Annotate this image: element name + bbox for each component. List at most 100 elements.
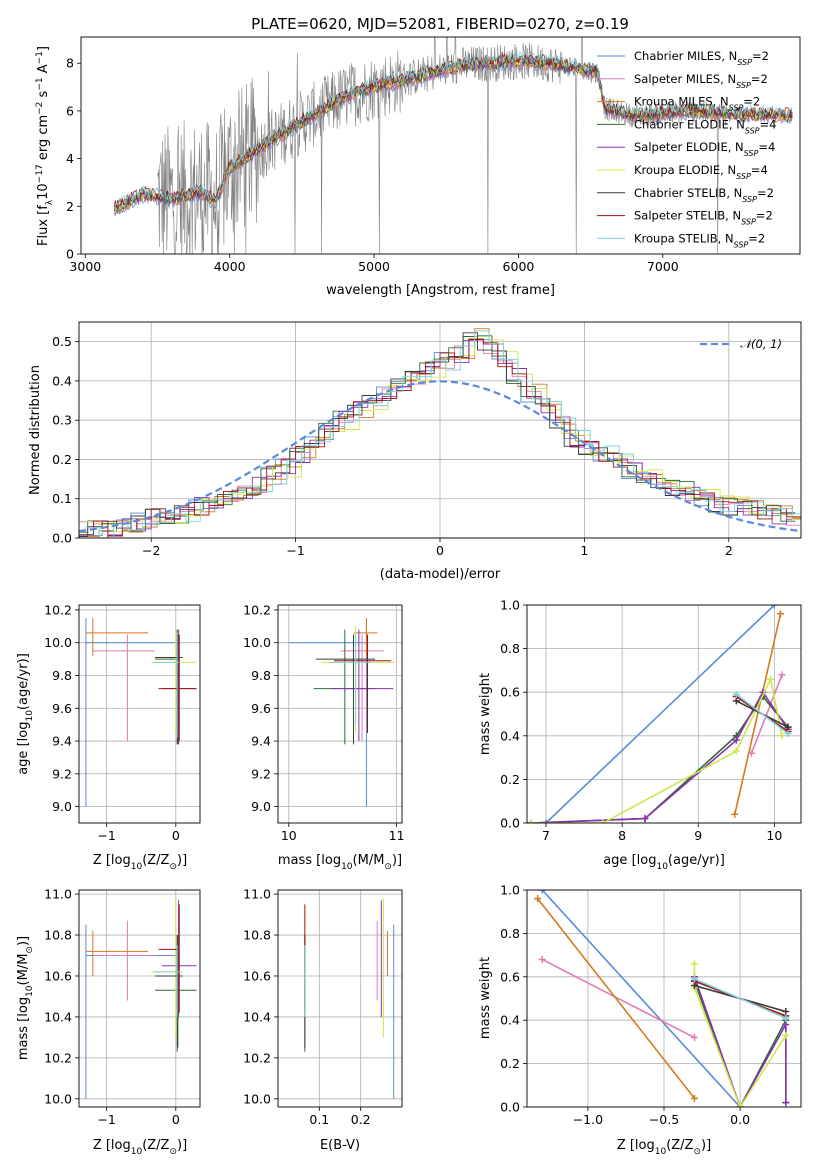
- label-part: )]: [701, 1138, 711, 1153]
- label-part: ⊙: [25, 946, 35, 954]
- y-tick-label: 0.4: [52, 373, 72, 388]
- label-part: 2: [767, 186, 774, 200]
- label-part: 10: [655, 1147, 667, 1157]
- y-tick-label: 0: [66, 247, 74, 262]
- y-tick-label: 0.2: [500, 1056, 520, 1071]
- label-part: 4: [769, 117, 776, 131]
- axes-frame: [78, 604, 201, 824]
- axes-frame: [80, 36, 801, 255]
- weight-line: [530, 690, 789, 823]
- y-tick-label: 0.2: [52, 452, 72, 467]
- legend-label: Chabrier ELODIE, NSSP=4: [634, 117, 776, 135]
- legend-label: 𝒩(0, 1): [740, 337, 782, 351]
- legend-label: Salpeter MILES, NSSP=2: [634, 72, 768, 90]
- label-part: A: [36, 64, 51, 77]
- y-tick-label: 11.0: [243, 887, 271, 902]
- weight-point: [731, 810, 739, 818]
- label-part: Z [log: [617, 1138, 655, 1153]
- y-tick-label: 9.8: [52, 668, 72, 683]
- label-part: (M/M: [16, 954, 31, 986]
- legend-label: Chabrier STELIB, NSSP=2: [634, 186, 774, 204]
- weight-point: [534, 895, 542, 903]
- x-tick-label: −1: [97, 1112, 115, 1127]
- label-part: Kroupa MILES: [634, 95, 713, 109]
- label-part: (Z/Z: [142, 853, 169, 868]
- weight-point: [599, 819, 607, 823]
- weight-point: [767, 675, 775, 683]
- weight-point: [782, 1014, 790, 1022]
- x-tick-label: −1: [286, 543, 304, 558]
- y-axis-label: mass weight: [478, 957, 493, 1039]
- plot-area: [85, 898, 197, 1099]
- axes-frame: [277, 604, 403, 824]
- plot-area: [85, 618, 197, 807]
- y-tick-label: 0.6: [500, 685, 520, 700]
- label-part: )]: [177, 853, 187, 868]
- label-part: ]: [36, 46, 51, 51]
- model-spectrum-line: [113, 52, 793, 209]
- weight-point: [732, 747, 740, 755]
- label-part: N: [727, 72, 736, 86]
- weight-point: [542, 819, 550, 823]
- x-axis-label: Z [log10(Z/Z⊙)]: [93, 853, 187, 872]
- x-tick-label: 0.2: [351, 1112, 371, 1127]
- y-tick-label: 10.2: [243, 1050, 271, 1065]
- legend-label: Kroupa MILES, NSSP=2: [634, 95, 760, 113]
- label-part: N: [734, 186, 743, 200]
- weight-point: [690, 1034, 698, 1042]
- y-tick-label: 9.8: [251, 668, 271, 683]
- weight-point: [527, 819, 535, 823]
- plot-area: [113, 37, 793, 254]
- label-part: ⊙: [693, 1147, 701, 1157]
- label-part: Z [log: [93, 853, 131, 868]
- weight-line: [541, 890, 741, 1107]
- x-tick-label: 1: [580, 543, 588, 558]
- label-part: (Z/Z: [666, 1138, 693, 1153]
- x-axis-label: (data-model)/error: [380, 567, 501, 582]
- label-part: N: [727, 163, 736, 177]
- label-part: 2: [758, 231, 765, 245]
- y-tick-label: 6: [66, 103, 74, 118]
- label-part: SSP: [734, 240, 749, 249]
- weight-line: [545, 605, 775, 823]
- mass-vs-metallicity-panel: −1 010.010.210.410.610.811.0Z [log10(Z/Z⊙…: [16, 887, 201, 1157]
- x-tick-label: 0: [172, 1112, 180, 1127]
- label-part: 10: [36, 183, 51, 200]
- y-tick-label: 0.1: [52, 491, 72, 506]
- y-tick-label: 10.2: [44, 1050, 72, 1065]
- y-axis-label: mass [log10(M/M⊙)]: [16, 936, 35, 1060]
- weight-point: [690, 1094, 698, 1102]
- y-tick-label: 0.8: [500, 641, 520, 656]
- residual-histogram: [84, 330, 801, 538]
- weight-point: [782, 1031, 790, 1039]
- y-tick-label: 0.4: [500, 1013, 520, 1028]
- x-tick-label: 11: [389, 828, 405, 843]
- x-tick-label: 5000: [358, 259, 390, 274]
- axes-frame: [526, 889, 802, 1108]
- label-part: SSP: [745, 126, 760, 135]
- label-part: 10: [25, 710, 35, 722]
- plot-area: [527, 605, 792, 823]
- label-part: Kroupa ELODIE: [634, 163, 720, 177]
- label-part: mass [log: [278, 853, 341, 868]
- label-part: ⊙: [384, 862, 392, 872]
- weight-point: [641, 815, 649, 823]
- y-tick-label: 8: [66, 56, 74, 71]
- model-spectrum-line: [113, 51, 793, 210]
- y-tick-label: 10.0: [44, 1091, 72, 1106]
- y-tick-label: 9.0: [52, 799, 72, 814]
- legend-label: Chabrier MILES, NSSP=2: [634, 49, 769, 67]
- label-part: SSP: [741, 217, 756, 226]
- weight-line: [694, 978, 787, 1019]
- label-part: Salpeter MILES: [634, 72, 720, 86]
- legend-label: Kroupa ELODIE, NSSP=4: [634, 163, 768, 181]
- y-tick-label: 0.3: [52, 413, 72, 428]
- label-part: 4: [768, 140, 775, 154]
- label-part: Z [log: [93, 1138, 131, 1153]
- label-part: 4: [760, 163, 767, 177]
- label-part: Flux [f: [36, 205, 51, 246]
- weight-vs-metallicity-panel: −1.0 −0.5 0.0 0.0 0.2 0.4 0.6 0.8 1.0 Z [log10(Z/…: [478, 883, 802, 1157]
- label-part: Chabrier STELIB: [634, 186, 726, 200]
